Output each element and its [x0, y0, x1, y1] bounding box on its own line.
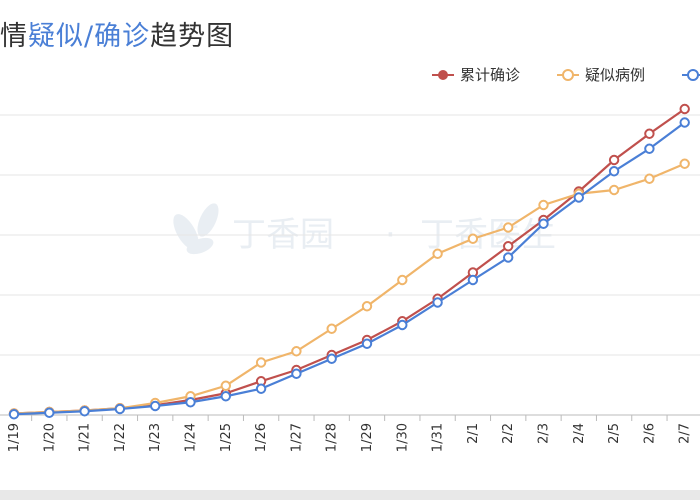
legend-item[interactable]: 累计确诊: [432, 66, 520, 84]
data-point: [573, 192, 584, 203]
data-point: [608, 154, 620, 166]
legend-label: 疑似病例: [585, 66, 645, 84]
x-tick-label: 2/3: [537, 423, 552, 444]
legend-item[interactable]: 疑似病例: [557, 66, 645, 84]
legend: 累计确诊 疑似病例: [432, 66, 700, 84]
data-point: [150, 400, 161, 412]
data-point: [644, 173, 655, 184]
series-2: [8, 117, 690, 420]
data-point: [185, 397, 196, 408]
data-point: [291, 346, 302, 357]
data-point: [361, 301, 373, 312]
x-tick-label: 1/27: [289, 423, 304, 452]
x-tick-label: 1/31: [431, 423, 446, 452]
data-point: [503, 252, 514, 263]
data-point: [644, 143, 655, 154]
legend-label: 累计确诊: [460, 66, 520, 84]
legend-item[interactable]: [682, 69, 700, 81]
series-0: [8, 103, 690, 419]
data-point: [467, 274, 479, 286]
data-point: [679, 117, 690, 128]
data-point: [538, 218, 549, 229]
data-point: [679, 158, 690, 169]
data-point: [644, 128, 655, 139]
x-tick-label: 1/20: [42, 423, 57, 452]
data-point: [608, 166, 620, 177]
data-point: [467, 233, 479, 244]
x-tick-label: 2/4: [572, 423, 587, 444]
x-tick-label: 1/29: [360, 423, 375, 452]
data-point: [44, 407, 55, 418]
series-line: [13, 121, 686, 416]
data-point: [397, 319, 408, 331]
data-point: [114, 403, 126, 415]
x-tick-label: 1/24: [184, 423, 199, 452]
data-point: [503, 241, 514, 252]
data-point: [503, 222, 514, 233]
x-tick-label: 1/22: [113, 423, 128, 452]
leaf-logo-icon: [173, 203, 219, 255]
title-confirmed: 确诊: [94, 21, 151, 52]
data-point: [79, 406, 90, 417]
series-line: [13, 108, 686, 415]
data-point: [291, 368, 302, 379]
data-point: [255, 357, 267, 368]
watermark: 丁香园 · 丁香医生: [173, 203, 556, 255]
x-tick-label: 2/5: [607, 423, 622, 444]
title-separator: /: [84, 21, 95, 52]
series-1: [8, 158, 690, 419]
gridlines: [0, 114, 700, 416]
title-suffix: 趋势图: [150, 21, 235, 52]
bottom-bar: [0, 490, 700, 500]
x-tick-label: 1/23: [148, 423, 163, 452]
x-tick-label: 1/26: [254, 423, 269, 452]
data-point: [220, 391, 232, 402]
x-tick-label: 1/28: [325, 423, 340, 452]
series-line: [13, 162, 686, 415]
x-tick-label: 2/1: [466, 423, 481, 444]
data-point: [608, 184, 620, 196]
x-axis: 1/19 1/20 1/21 1/22 1/23 1/24 1/25 1/26 1/27 1/28…: [0, 414, 700, 452]
data-point: [255, 383, 267, 394]
x-tick-label: 1/30: [395, 423, 410, 452]
data-point: [361, 338, 373, 349]
x-tick-label: 1/19: [7, 423, 22, 452]
data-point: [326, 323, 337, 334]
data-point: [397, 274, 408, 286]
x-tick-label: 2/2: [501, 423, 516, 444]
data-point: [432, 297, 443, 308]
title-prefix: 情: [0, 21, 28, 52]
x-tick-label: 1/25: [219, 423, 234, 452]
title-suspected: 疑似: [28, 21, 84, 52]
chart-title: 情疑似/确诊趋势图: [0, 14, 234, 53]
legend-marker: [562, 69, 574, 81]
x-tick-label: 2/6: [642, 423, 657, 444]
legend-marker: [438, 70, 448, 80]
x-tick-label: 1/21: [78, 423, 93, 452]
data-point: [679, 103, 690, 115]
data-point: [432, 248, 443, 259]
series-lines: [8, 103, 690, 420]
data-point: [538, 199, 549, 211]
legend-marker: [687, 69, 699, 81]
data-point: [8, 409, 20, 420]
data-point: [326, 353, 337, 364]
x-tick-label: 2/7: [678, 423, 693, 444]
data-point: [220, 380, 232, 391]
